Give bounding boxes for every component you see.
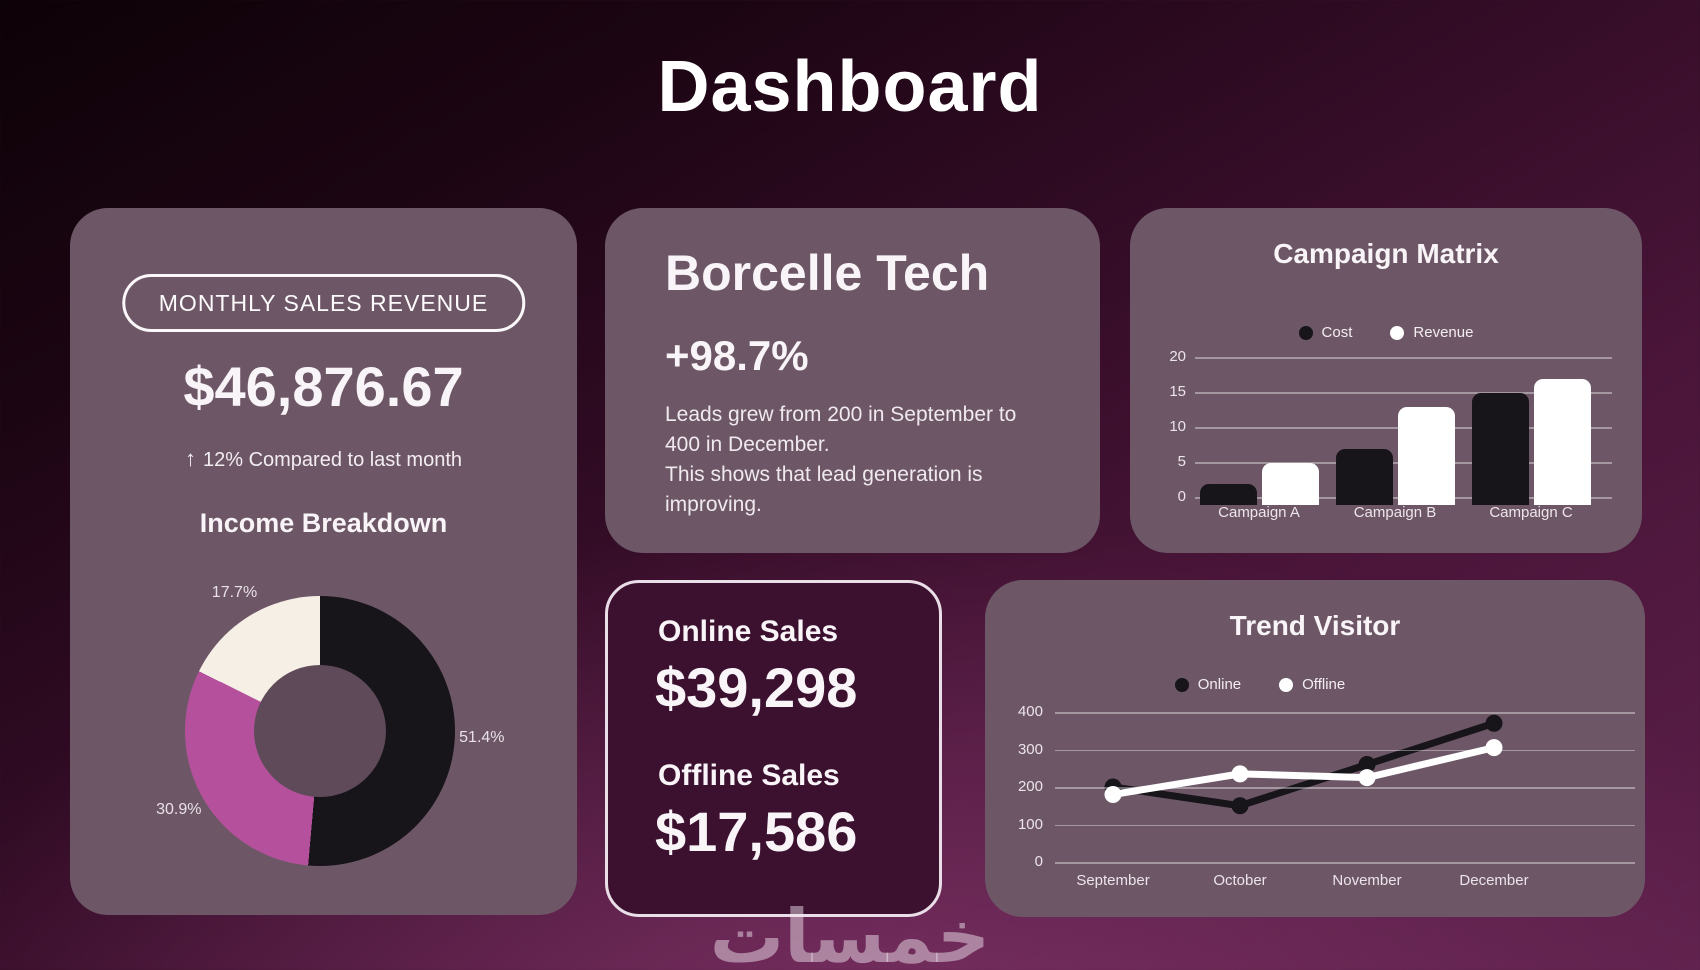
cost-legend-label: Cost: [1321, 324, 1353, 341]
gridline: [1055, 712, 1635, 714]
data-point-offline: [1231, 765, 1249, 783]
offline-legend-label: Offline: [1302, 676, 1346, 693]
y-axis-label: 400: [1017, 703, 1043, 720]
up-arrow-icon: ↑: [184, 446, 196, 471]
campaign-card: Campaign Matrix Cost Revenue 0 5 10 15 20 Cam…: [1130, 208, 1642, 553]
bar-cost: [1472, 393, 1529, 505]
gridline: [1055, 749, 1635, 751]
gridline: [1195, 392, 1612, 394]
trend-legend: Online Offline: [930, 676, 1590, 693]
cost-legend-dot: [1298, 325, 1313, 340]
data-point-online: [1358, 756, 1376, 773]
trend-line-chart: [1104, 714, 1503, 815]
y-axis-label: 100: [1017, 815, 1043, 833]
online-legend-label: Online: [1197, 676, 1242, 693]
trend-card: Trend Visitor Online Offline 0 100 200 300 4…: [985, 580, 1645, 917]
page-title: Dashboard: [657, 47, 1043, 127]
revenue-legend-item: Revenue: [1390, 324, 1473, 341]
income-donut-chart: [185, 596, 455, 866]
x-axis-label: Campaign B: [1353, 504, 1437, 521]
monthly-sales-card: MONTHLY SALES REVENUE $46,876.67 ↑ 12% Co…: [70, 208, 577, 915]
line-series-online: [1109, 719, 1498, 810]
data-point-offline: [1104, 786, 1122, 803]
watermark-text: خمسات: [709, 894, 991, 970]
company-name: Borcelle Tech: [665, 245, 990, 301]
growth-percentage: +98.7%: [665, 332, 809, 379]
gridline: [1195, 357, 1612, 359]
monthly-revenue-value: $46,876.67: [183, 355, 464, 418]
monthly-sales-badge: MONTHLY SALES REVENUE: [121, 274, 526, 332]
x-axis-label: Campaign A: [1218, 504, 1300, 521]
x-axis-label: September: [1076, 872, 1150, 889]
offline-legend-dot: [1279, 677, 1294, 692]
online-sales-value: $39,298: [655, 656, 858, 719]
revenue-legend-label: Revenue: [1413, 324, 1474, 341]
donut-slice-label: 51.4%: [459, 729, 505, 747]
y-axis-label: 10: [1169, 418, 1186, 435]
bar-cost: [1200, 484, 1257, 505]
y-axis-label: 0: [1177, 488, 1186, 505]
online-legend-item: Online: [1174, 676, 1242, 693]
y-axis-label: 300: [1017, 740, 1043, 758]
y-axis-label: 20: [1169, 348, 1186, 365]
online-legend-dot: [1174, 677, 1189, 692]
campaign-legend: Cost Revenue: [1130, 324, 1642, 341]
campaign-title: Campaign Matrix: [1273, 238, 1499, 269]
growth-description: Leads grew from 200 in September to 400 …: [665, 403, 1017, 516]
x-axis-label: November: [1332, 872, 1402, 889]
trend-title: Trend Visitor: [1229, 610, 1401, 641]
online-sales-label: Online Sales: [658, 615, 839, 648]
x-axis-label: December: [1459, 872, 1529, 889]
gridline: [1055, 824, 1635, 826]
x-axis-label: Campaign C: [1489, 504, 1573, 521]
offline-sales-value: $17,586: [655, 800, 858, 863]
comparison-text: ↑ 12% Compared to last month: [70, 446, 577, 472]
data-point-online: [1485, 714, 1503, 732]
donut-hole: [254, 665, 386, 797]
bar-revenue: [1534, 379, 1591, 505]
y-axis-label: 5: [1177, 453, 1186, 470]
sales-card: Online Sales $39,298 Offline Sales $17,5…: [605, 580, 942, 917]
data-point-offline: [1485, 739, 1503, 757]
line-series-offline: [1109, 744, 1498, 798]
cost-legend-item: Cost: [1298, 324, 1353, 341]
offline-sales-label: Offline Sales: [658, 759, 840, 792]
offline-legend-item: Offline: [1279, 676, 1345, 693]
growth-card: Borcelle Tech +98.7% Leads grew from 200…: [605, 208, 1100, 553]
comparison-label: 12% Compared to last month: [202, 449, 463, 471]
y-axis-label: 15: [1169, 383, 1186, 400]
bar-cost: [1336, 449, 1393, 505]
x-axis-label: October: [1213, 872, 1267, 889]
data-point-online: [1231, 797, 1249, 815]
income-breakdown-title: Income Breakdown: [199, 508, 448, 538]
bar-revenue: [1262, 463, 1319, 505]
donut-slice-label: 17.7%: [211, 584, 258, 602]
bar-revenue: [1398, 407, 1455, 505]
y-axis-label: 0: [1034, 853, 1043, 870]
donut-slice-label: 30.9%: [156, 801, 202, 819]
data-point-offline: [1358, 769, 1376, 787]
revenue-legend-dot: [1390, 325, 1405, 340]
y-axis-label: 200: [1017, 778, 1043, 795]
gridline: [1055, 862, 1635, 864]
gridline: [1055, 787, 1635, 789]
